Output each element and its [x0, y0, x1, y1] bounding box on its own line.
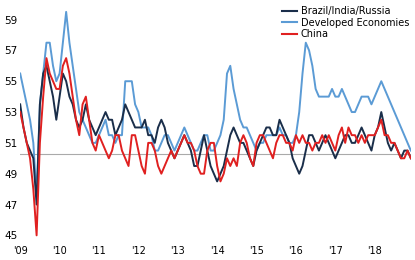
Line: Developed Economies: Developed Economies — [20, 12, 411, 197]
Brazil/India/Russia — [129, 118, 134, 121]
Brazil/India/Russia — [18, 103, 23, 106]
Developed Economies — [129, 80, 134, 83]
China — [333, 149, 338, 152]
China — [106, 157, 111, 160]
Brazil/India/Russia — [402, 149, 407, 152]
Brazil/India/Russia — [241, 141, 246, 145]
Developed Economies — [63, 10, 68, 14]
Brazil/India/Russia — [106, 118, 111, 121]
Legend: Brazil/India/Russia, Developed Economies, China: Brazil/India/Russia, Developed Economies… — [281, 5, 410, 40]
China — [241, 134, 246, 137]
Developed Economies — [402, 134, 407, 137]
China — [293, 134, 298, 137]
China — [402, 157, 407, 160]
Line: China: China — [20, 58, 411, 235]
Brazil/India/Russia — [408, 157, 413, 160]
Developed Economies — [408, 149, 413, 152]
Developed Economies — [106, 134, 111, 137]
China — [129, 134, 134, 137]
Developed Economies — [333, 95, 338, 98]
Brazil/India/Russia — [293, 164, 298, 167]
Brazil/India/Russia — [34, 203, 39, 206]
Developed Economies — [34, 195, 39, 198]
Brazil/India/Russia — [333, 157, 338, 160]
Developed Economies — [293, 134, 298, 137]
Line: Brazil/India/Russia: Brazil/India/Russia — [20, 66, 411, 205]
Developed Economies — [241, 126, 246, 129]
China — [44, 56, 49, 60]
China — [408, 157, 413, 160]
China — [18, 110, 23, 114]
China — [34, 234, 39, 237]
Developed Economies — [18, 72, 23, 75]
Brazil/India/Russia — [44, 64, 49, 67]
